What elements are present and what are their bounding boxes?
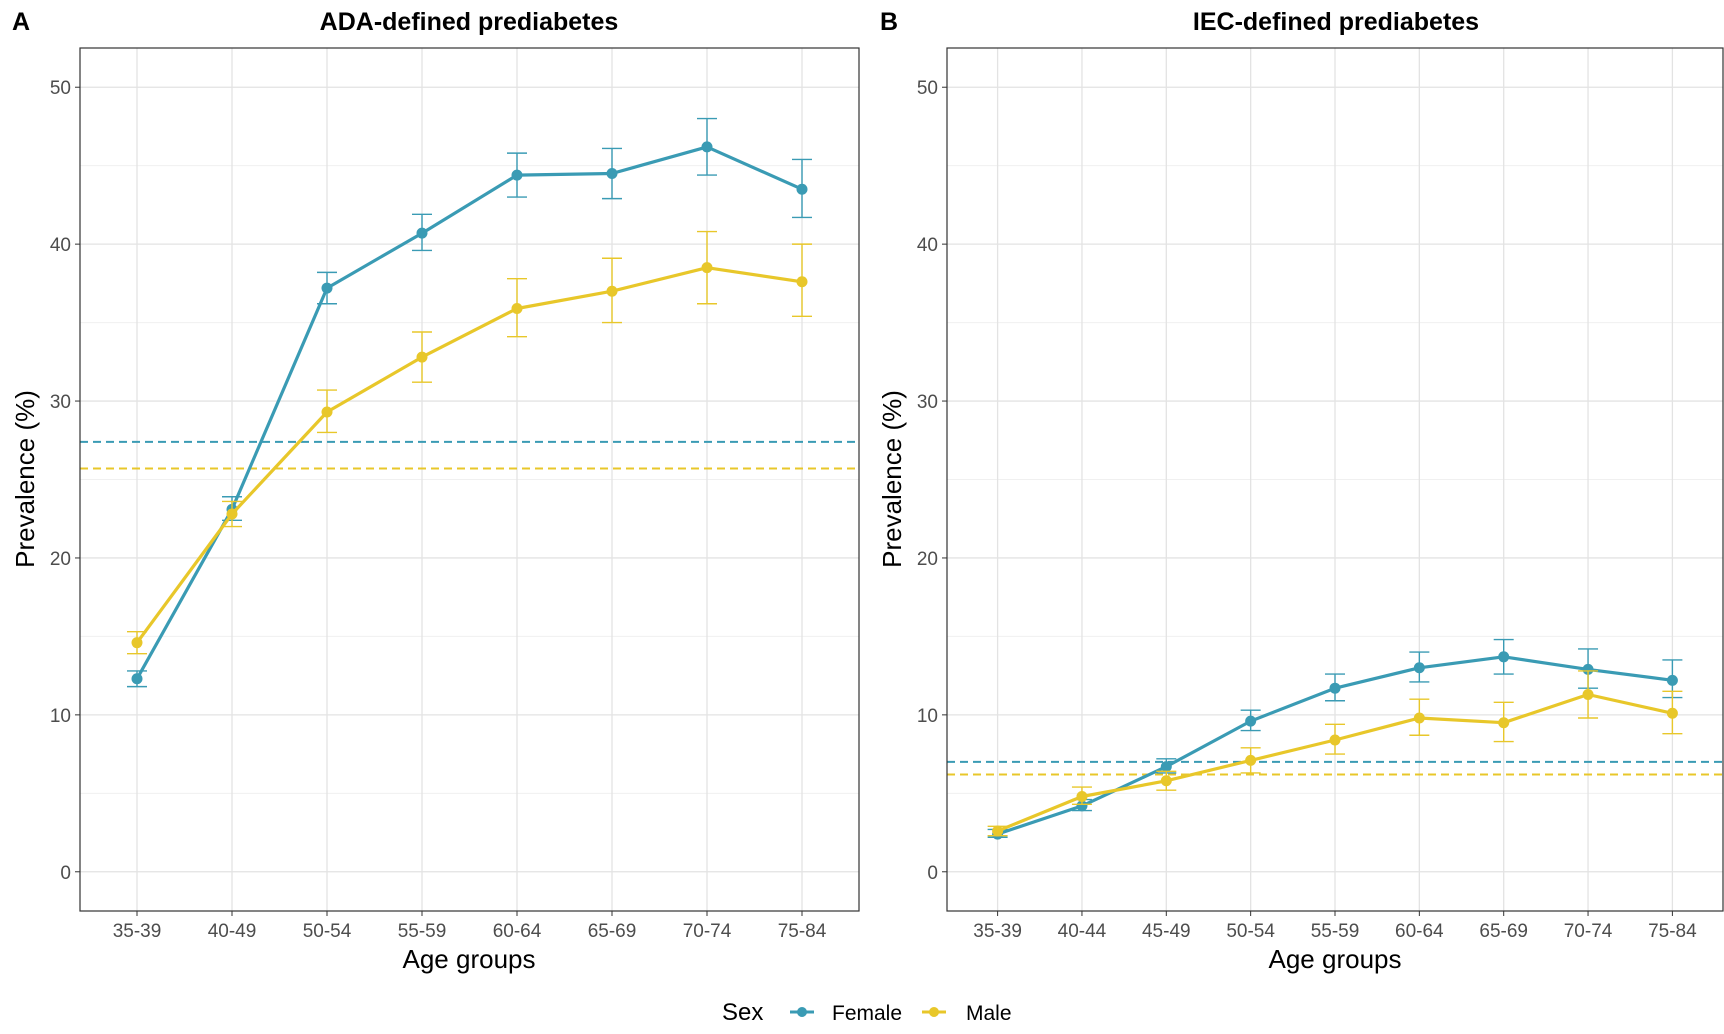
x-ticks-b: 35-39 40-44 45-49 50-54 55-59 60-64 65-69 70-74… <box>973 911 1697 942</box>
data-point-male <box>1666 707 1678 719</box>
data-point-male <box>796 276 808 288</box>
y-tick-label: 50 <box>917 78 938 99</box>
data-point-female <box>1666 674 1678 686</box>
data-point-male <box>226 508 238 520</box>
y-tick-label: 40 <box>917 235 938 256</box>
x-tick-label: 65-69 <box>588 921 637 942</box>
data-point-male <box>1498 717 1510 729</box>
x-tick-label: 45-49 <box>1142 921 1191 942</box>
x-axis-title-a: Age groups <box>403 944 536 974</box>
data-point-female <box>1160 761 1172 773</box>
data-point-female <box>511 169 523 181</box>
x-tick-label: 55-59 <box>1311 921 1360 942</box>
y-tick-label: 0 <box>927 863 938 884</box>
y-tick-label: 40 <box>50 235 71 256</box>
data-point-male <box>1245 754 1257 766</box>
grid-a <box>80 48 859 911</box>
panel-title-b: IEC-defined prediabetes <box>1193 8 1479 36</box>
x-ticks-a: 35-39 40-49 50-54 55-59 60-64 65-69 70-74 75-84 <box>113 911 827 942</box>
x-tick-label: 75-84 <box>1648 921 1697 942</box>
plot-border-a <box>79 47 860 912</box>
data-point-male <box>1076 790 1088 802</box>
data-point-female <box>416 227 428 239</box>
legend-title: Sex <box>722 999 763 1026</box>
x-tick-label: 70-74 <box>1564 921 1613 942</box>
data-point-male <box>701 262 713 274</box>
data-point-female <box>701 141 713 153</box>
data-point-male <box>321 406 333 418</box>
legend: Sex Female Male <box>722 999 1012 1026</box>
data-point-male <box>131 637 143 649</box>
data-point-female <box>1498 651 1510 663</box>
data-point-female <box>796 183 808 195</box>
x-tick-label: 35-39 <box>973 921 1022 942</box>
y-ticks-a: 0 10 20 30 40 50 <box>50 78 80 884</box>
y-tick-label: 0 <box>60 863 71 884</box>
data-point-male <box>1329 734 1341 746</box>
series-male <box>987 670 1683 837</box>
y-tick-label: 20 <box>50 549 71 570</box>
data-point-female <box>321 282 333 294</box>
x-tick-label: 75-84 <box>778 921 827 942</box>
panel-tag-b: B <box>880 8 898 36</box>
data-point-male <box>992 825 1004 837</box>
x-tick-label: 35-39 <box>113 921 162 942</box>
series-a <box>127 117 812 688</box>
series-male <box>127 230 812 655</box>
series-b <box>987 638 1683 840</box>
x-tick-label: 55-59 <box>398 921 447 942</box>
data-point-male <box>416 351 428 363</box>
x-axis-title-b: Age groups <box>1269 944 1402 974</box>
panel-b: B IEC-defined prediabetes 35-39 40-44 45-4… <box>877 8 1724 974</box>
panel-a: A ADA-defined prediabetes 35-39 40-49 50-5… <box>10 8 860 974</box>
y-tick-label: 20 <box>917 549 938 570</box>
legend-key-male-point <box>929 1007 939 1017</box>
y-axis-title-b: Prevalence (%) <box>877 390 907 568</box>
y-tick-label: 50 <box>50 78 71 99</box>
legend-item-male: Male <box>922 1002 1012 1025</box>
data-point-male <box>1160 775 1172 787</box>
data-point-female <box>1245 715 1257 727</box>
x-tick-label: 65-69 <box>1479 921 1528 942</box>
y-tick-label: 10 <box>917 706 938 727</box>
data-point-male <box>606 285 618 297</box>
data-point-female <box>131 673 143 685</box>
data-point-female <box>1582 663 1594 675</box>
data-point-male <box>511 302 523 314</box>
series-line-female <box>135 145 803 680</box>
x-tick-label: 60-64 <box>493 921 542 942</box>
x-tick-label: 40-49 <box>208 921 257 942</box>
data-point-female <box>1076 800 1088 812</box>
y-ticks-b: 0 10 20 30 40 50 <box>917 78 947 884</box>
reference-lines-a <box>80 440 859 470</box>
x-tick-label: 50-54 <box>1226 921 1275 942</box>
series-female <box>127 117 812 688</box>
legend-label-male: Male <box>966 1002 1012 1025</box>
panel-title-a: ADA-defined prediabetes <box>320 8 619 36</box>
y-axis-title-a: Prevalence (%) <box>10 390 40 568</box>
panel-tag-a: A <box>12 8 30 36</box>
x-tick-label: 60-64 <box>1395 921 1444 942</box>
grid-b <box>947 48 1723 911</box>
data-point-male <box>1413 712 1425 724</box>
data-point-female <box>1413 662 1425 674</box>
y-tick-label: 30 <box>917 392 938 413</box>
data-point-female <box>606 168 618 180</box>
y-tick-label: 30 <box>50 392 71 413</box>
x-tick-label: 50-54 <box>303 921 352 942</box>
x-tick-label: 70-74 <box>683 921 732 942</box>
legend-label-female: Female <box>832 1002 902 1025</box>
data-point-male <box>1582 688 1594 700</box>
series-line-male <box>135 266 803 644</box>
legend-key-female-point <box>797 1007 807 1017</box>
y-tick-label: 10 <box>50 706 71 727</box>
data-point-female <box>1329 682 1341 694</box>
legend-item-female: Female <box>790 1002 902 1025</box>
x-tick-label: 40-44 <box>1058 921 1107 942</box>
